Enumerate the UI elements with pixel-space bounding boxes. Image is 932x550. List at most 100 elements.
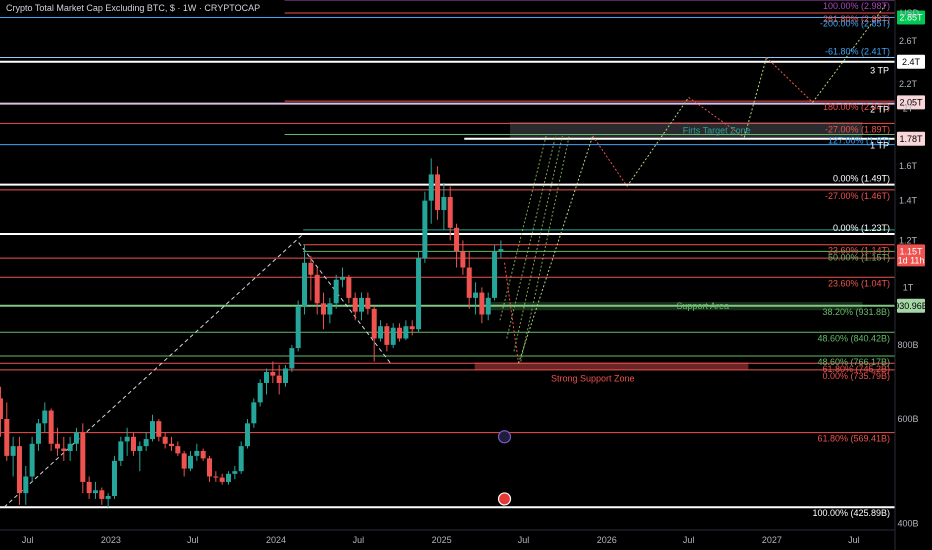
- level-label: -27.00% (1.89T): [825, 124, 890, 134]
- candle-body: [111, 460, 117, 497]
- candle-body: [416, 258, 422, 330]
- x-tick-label: Jul: [22, 535, 34, 545]
- candle-body: [422, 200, 428, 259]
- y-tick-label: 2.05T: [899, 97, 923, 107]
- projection-channel: [499, 135, 547, 321]
- candle-body: [213, 476, 219, 478]
- candle-body: [352, 297, 358, 312]
- candle-body: [92, 490, 98, 494]
- candle-body: [118, 441, 124, 461]
- zone-label: Strong Support Zone: [551, 374, 635, 384]
- candle-body: [371, 308, 377, 339]
- candle-body: [99, 490, 105, 499]
- y-tick-label: 1.15T: [899, 246, 923, 256]
- target-label: 2 TP: [870, 105, 889, 115]
- target-label: 1 TP: [870, 141, 889, 151]
- event-flag-icon: [497, 492, 512, 506]
- x-tick-label: 2027: [762, 535, 782, 545]
- level-label: 61.80% (569.41B): [817, 434, 890, 444]
- x-tick-label: Jul: [187, 535, 199, 545]
- candle-body: [384, 326, 390, 345]
- zone-2: [474, 362, 749, 370]
- candle-body: [86, 481, 92, 494]
- candle-body: [149, 421, 155, 440]
- level-label: 0.00% (1.23T): [833, 223, 890, 233]
- level-label: 61.80% (745.2B): [822, 364, 890, 374]
- event-flash-icon: [497, 430, 512, 444]
- candle-body: [105, 496, 111, 499]
- candle-body: [409, 326, 415, 330]
- drawings-layer: [3, 3, 887, 508]
- candles-layer: [0, 158, 504, 508]
- price-badge: [897, 131, 925, 146]
- candle-body: [333, 279, 339, 304]
- y-tick-label: 930.96B: [894, 301, 928, 311]
- level-label: 0.00% (735.79B): [822, 371, 890, 381]
- level-label: 48.60% (766.17B): [817, 357, 890, 367]
- candle-body: [397, 327, 403, 339]
- candle-body: [498, 249, 504, 252]
- projection-segment: [743, 57, 767, 138]
- candle-body: [245, 423, 251, 447]
- candle-body: [485, 297, 491, 315]
- y-tick-label: 1T: [903, 282, 914, 292]
- price-badge: [897, 95, 925, 110]
- zone-label: Support Area: [676, 301, 729, 311]
- projection-channel: [506, 135, 557, 339]
- level-label: 180.00% (2.04T): [823, 102, 890, 112]
- candle-body: [403, 326, 409, 339]
- x-tick-label: Jul: [848, 535, 860, 545]
- x-tick-label: 2024: [266, 535, 286, 545]
- projection-segment: [592, 135, 628, 187]
- projection-segment: [812, 3, 887, 103]
- y-tick-label: 2T: [903, 104, 914, 114]
- level-label: 100.00% (2.98T): [823, 1, 890, 11]
- candle-body: [447, 196, 453, 228]
- candle-body: [460, 251, 466, 268]
- candle-body: [206, 458, 212, 477]
- level-label: 48.60% (840.42B): [817, 333, 890, 343]
- candle-body: [466, 267, 472, 298]
- candle-body: [226, 473, 232, 482]
- candle-body: [390, 327, 396, 345]
- y-tick-label: 1.6T: [899, 161, 918, 171]
- countdown-label: 1d 11h: [898, 255, 925, 265]
- candle-body: [454, 227, 460, 252]
- candle-body: [257, 382, 263, 403]
- candle-body: [61, 448, 67, 451]
- candle-body: [441, 196, 447, 211]
- candle-body: [308, 262, 314, 275]
- candle-body: [251, 402, 257, 424]
- candle-body: [492, 251, 498, 298]
- candle-body: [289, 348, 295, 369]
- y-tick-label: 2.85T: [899, 12, 923, 22]
- candle-body: [16, 446, 22, 494]
- candle-body: [137, 446, 143, 451]
- candle-body: [4, 418, 10, 456]
- candle-body: [314, 274, 320, 304]
- candle-body: [156, 421, 162, 437]
- projection-segment: [688, 96, 745, 138]
- x-tick-label: 2025: [432, 535, 452, 545]
- candle-body: [321, 303, 327, 315]
- candle-body: [283, 368, 289, 383]
- x-tick-label: Jul: [518, 535, 530, 545]
- candle-body: [48, 410, 54, 444]
- candle-body: [0, 398, 3, 419]
- projection-segment: [518, 135, 594, 364]
- candle-body: [435, 174, 441, 211]
- level-label: 0.00% (1.49T): [833, 174, 890, 184]
- candle-body: [359, 297, 365, 312]
- currency-label[interactable]: USD: [900, 8, 920, 18]
- x-tick-label: Jul: [683, 535, 695, 545]
- candle-body: [175, 446, 181, 454]
- candle-body: [23, 476, 29, 494]
- x-tick-label: 2026: [597, 535, 617, 545]
- price-badge: [897, 54, 925, 69]
- trendline: [3, 233, 304, 508]
- y-tick-label: 2.2T: [899, 79, 918, 89]
- projection-segment: [626, 97, 690, 187]
- labels-layer: Firts Target Zone Support Area Strong Supp…: [497, 1, 890, 518]
- candle-body: [162, 436, 168, 444]
